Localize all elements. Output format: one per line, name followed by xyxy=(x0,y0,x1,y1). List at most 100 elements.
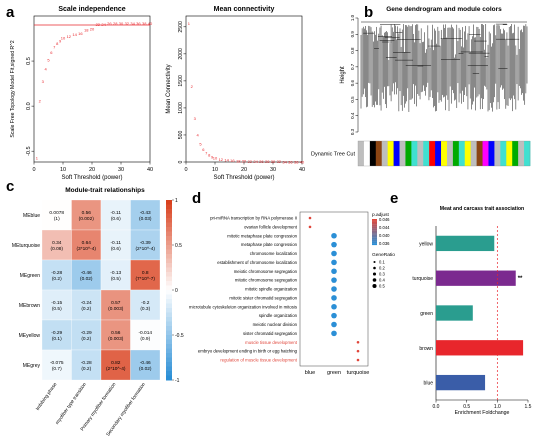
point-label: 14 xyxy=(224,158,229,163)
padjust-gradient-step xyxy=(372,228,377,230)
y-tick-label: 2500 xyxy=(178,21,184,33)
x-tick-label: 30 xyxy=(118,167,124,173)
column-label: myofiber type transition xyxy=(55,381,89,425)
cell-pvalue: (2*10^-4) xyxy=(106,366,126,372)
padjust-gradient-step xyxy=(372,226,377,229)
colorbar-step xyxy=(166,245,172,250)
go-dot xyxy=(331,330,337,337)
heatmap-cell xyxy=(41,199,72,231)
chart-title: Gene dendrogram and module colors xyxy=(386,6,502,13)
heatmap-cell xyxy=(100,259,131,291)
point-label: 30 xyxy=(271,159,276,164)
point-label: 14 xyxy=(72,32,77,37)
x-tick-label: 0 xyxy=(184,167,187,173)
colorbar-step xyxy=(166,303,172,309)
cell-value: 0.34 xyxy=(52,240,62,246)
colorbar-step xyxy=(166,258,172,264)
heatmap-cell xyxy=(100,289,131,321)
bar xyxy=(436,305,473,321)
point-label: 28 xyxy=(265,159,270,164)
cell-value: -0.075 xyxy=(50,360,64,366)
point-label: 30 xyxy=(119,21,124,26)
colorbar-step xyxy=(166,326,172,331)
x-axis-label: Enrichment Foldchange xyxy=(455,410,510,416)
category-label: turquoise xyxy=(412,276,433,282)
row-label: MEturquoise xyxy=(12,243,40,249)
point-label: 24 xyxy=(101,22,106,27)
module-color-segment xyxy=(363,141,371,166)
point-label: 1 xyxy=(36,155,39,160)
colorbar-step xyxy=(166,366,172,372)
term-label: mitotic chromosome segregation xyxy=(235,278,298,283)
cell-value: 0.8 xyxy=(142,270,149,276)
cell-pvalue: (0.02) xyxy=(139,366,152,372)
colorbar-step xyxy=(166,312,172,318)
category-label: turquoise xyxy=(347,370,370,376)
colorbar-step xyxy=(166,330,172,336)
colorbar-step xyxy=(166,371,172,376)
cell-value: -0.29 xyxy=(81,330,92,336)
row-label: MEbrown xyxy=(19,303,40,309)
go-dot xyxy=(356,349,360,353)
x-tick-label: 30 xyxy=(270,167,276,173)
generatio-legend-dot xyxy=(373,260,376,264)
colorbar-step xyxy=(166,240,172,246)
module-color-segment xyxy=(381,141,389,166)
panel-label-d: d xyxy=(192,190,202,207)
cell-value: -0.11 xyxy=(110,240,121,246)
heatmap-cell xyxy=(41,289,72,321)
colorbar-step xyxy=(166,294,172,300)
point-label: 40 xyxy=(148,21,153,26)
padjust-gradient-step xyxy=(372,224,377,226)
y-tick-label: 1.0 xyxy=(350,14,355,21)
cell-value: -0.39 xyxy=(140,240,151,246)
chart-scale-independence: Scale independence 0 10 20 30 40 -0.5 0.0 0.5 Sof… xyxy=(10,6,153,181)
term-label: muscle tissue development xyxy=(245,340,298,345)
chart-gene-dendrogram: Gene dendrogram and module colors 0.3 0.4 0… xyxy=(311,6,531,167)
colorbar-step xyxy=(166,209,172,214)
cell-pvalue: (0.003) xyxy=(108,336,124,342)
point-label: 18 xyxy=(236,159,241,164)
y-tick-label: 0.0 xyxy=(26,102,32,110)
go-dot xyxy=(331,303,337,310)
row-label: MEgrey xyxy=(23,363,41,369)
cell-value: -0.014 xyxy=(138,330,152,336)
row-label: MEyellow xyxy=(19,333,41,339)
padjust-legend-tick: 0.044 xyxy=(379,225,390,230)
cell-pvalue: (0.08) xyxy=(50,246,63,252)
heatmap-cell xyxy=(71,259,102,291)
significance-marker: ** xyxy=(518,276,523,282)
term-label: embryo development ending in birth or eg… xyxy=(198,349,298,354)
heatmap-cell xyxy=(130,229,161,261)
colorbar-step xyxy=(166,263,172,268)
colorbar-step xyxy=(166,285,172,291)
point-label: 28 xyxy=(113,21,118,26)
point-label: 10 xyxy=(213,155,218,160)
module-color-segment xyxy=(488,141,495,166)
term-label: sister chromatid segregation xyxy=(243,331,298,336)
module-color-segment xyxy=(387,141,394,166)
term-label: establishment of chromosome localization xyxy=(217,260,297,265)
generatio-legend-tick: 0.4 xyxy=(379,278,385,283)
go-dot xyxy=(331,321,337,328)
point-label: 22 xyxy=(96,22,101,27)
column-label: Primary myofiber formation xyxy=(79,381,117,432)
module-color-segment xyxy=(417,141,424,166)
generatio-legend-dot xyxy=(372,278,377,282)
module-color-segment xyxy=(441,141,448,166)
colorbar-step xyxy=(166,290,172,295)
cell-value: 0.82 xyxy=(111,360,121,366)
point-label: 2 xyxy=(39,99,42,104)
bar xyxy=(436,340,524,356)
colorbar-step xyxy=(166,317,172,322)
x-tick-label: 0 xyxy=(32,167,35,173)
y-tick-label: 0.3 xyxy=(350,128,355,135)
colorbar-step xyxy=(166,272,172,277)
module-color-segment xyxy=(470,141,478,166)
cell-pvalue: (0.5) xyxy=(52,306,62,312)
colorbar-step xyxy=(166,249,172,255)
padjust-legend-title: p.adjust xyxy=(372,212,389,218)
heatmap-cell xyxy=(130,259,161,291)
y-tick-label: 0.4 xyxy=(350,112,355,119)
chart-mean-connectivity: Mean connectivity 0 10 20 30 40 0 500 1000 1500 20… xyxy=(166,6,305,181)
